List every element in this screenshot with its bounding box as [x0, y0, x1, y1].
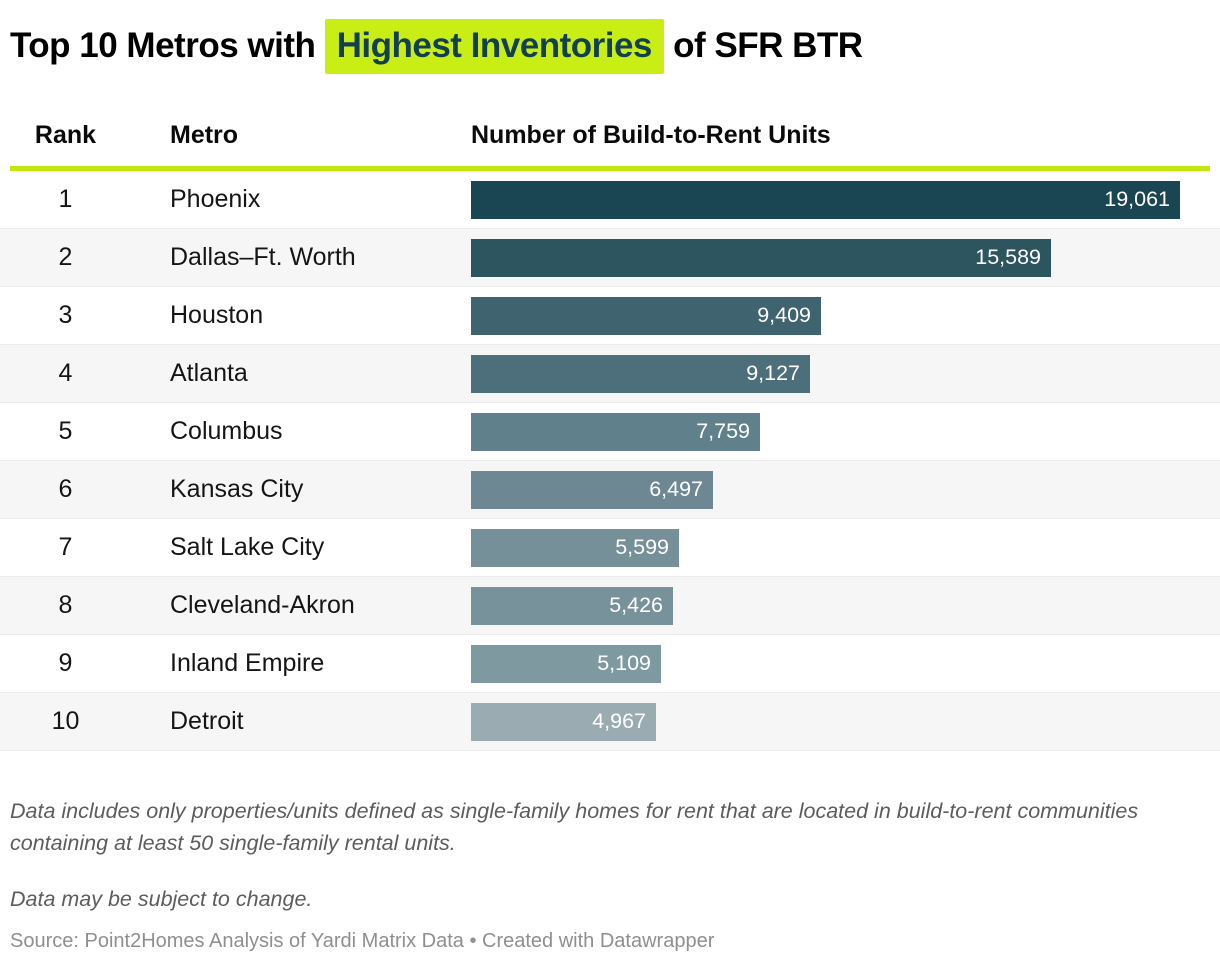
bar: 6,497 — [471, 470, 713, 509]
table-row: 6 Kansas City 6,497 — [0, 460, 1220, 518]
metro-cell: Cleveland-Akron — [170, 591, 355, 619]
metro-cell: Columbus — [170, 417, 283, 445]
table-row: 8 Cleveland-Akron 5,426 — [0, 576, 1220, 634]
table-header-metro: Metro — [170, 121, 239, 149]
metro-cell: Phoenix — [170, 185, 261, 213]
table-row: 1 Phoenix 19,061 — [0, 171, 1220, 228]
rank-cell: 8 — [58, 591, 73, 619]
bar: 4,967 — [471, 702, 656, 741]
table-row: 7 Salt Lake City 5,599 — [0, 518, 1220, 576]
table-row: 9 Inland Empire 5,109 — [0, 634, 1220, 692]
bar: 5,109 — [471, 644, 661, 683]
bar-value-label: 5,599 — [615, 535, 669, 559]
table-body: 1 Phoenix 19,061 2 Dallas–Ft. Worth 15,5… — [0, 171, 1220, 751]
table-row: 5 Columbus 7,759 — [0, 402, 1220, 460]
bar-value-label: 5,426 — [609, 593, 663, 617]
metro-cell: Kansas City — [170, 475, 304, 503]
metro-cell: Detroit — [170, 707, 244, 735]
rank-cell: 10 — [51, 707, 80, 735]
metro-cell: Salt Lake City — [170, 533, 325, 561]
bar-cell: 5,426 — [471, 586, 1220, 625]
chart-title: Top 10 Metros with Highest Inventories o… — [0, 0, 1220, 76]
rank-cell: 6 — [58, 475, 73, 503]
header-divider-line — [10, 166, 1210, 171]
bar-cell: 4,967 — [471, 702, 1220, 741]
table-row: 10 Detroit 4,967 — [0, 692, 1220, 751]
bar-cell: 6,497 — [471, 470, 1220, 509]
bar: 5,599 — [471, 528, 679, 567]
rank-cell: 9 — [58, 649, 73, 677]
bar: 9,127 — [471, 354, 810, 393]
source-line: Source: Point2Homes Analysis of Yardi Ma… — [10, 930, 715, 952]
bar-cell: 9,127 — [471, 354, 1220, 393]
bar: 7,759 — [471, 412, 760, 451]
bar-cell: 19,061 — [471, 180, 1220, 219]
rank-cell: 1 — [58, 185, 73, 213]
bar: 5,426 — [471, 586, 673, 625]
rank-cell: 4 — [58, 359, 73, 387]
note-disclaimer: Data may be subject to change. — [10, 887, 313, 911]
note-definition: Data includes only properties/units defi… — [10, 799, 1139, 855]
table-row: 3 Houston 9,409 — [0, 286, 1220, 344]
bar-value-label: 15,589 — [975, 245, 1041, 269]
bar-value-label: 7,759 — [696, 419, 750, 443]
table-header-row: Rank Metro Number of Build-to-Rent Units — [0, 114, 1220, 150]
rank-cell: 3 — [58, 301, 73, 329]
table-header-rank: Rank — [34, 121, 97, 149]
bar-value-label: 9,409 — [757, 303, 811, 327]
metro-cell: Atlanta — [170, 359, 248, 387]
metro-cell: Houston — [170, 301, 264, 329]
bar: 15,589 — [471, 238, 1051, 277]
bar-value-label: 9,127 — [746, 361, 800, 385]
bar-cell: 9,409 — [471, 296, 1220, 335]
chart-title-suffix: of SFR BTR — [663, 26, 863, 65]
bar: 9,409 — [471, 296, 821, 335]
metro-cell: Inland Empire — [170, 649, 325, 677]
bar-value-label: 6,497 — [649, 477, 703, 501]
bar-cell: 15,589 — [471, 238, 1220, 277]
table-header-units: Number of Build-to-Rent Units — [471, 121, 831, 149]
table-row: 4 Atlanta 9,127 — [0, 344, 1220, 402]
rank-cell: 7 — [58, 533, 73, 561]
rank-cell: 2 — [58, 243, 73, 271]
metro-cell: Dallas–Ft. Worth — [170, 243, 356, 271]
bar: 19,061 — [471, 180, 1180, 219]
chart-notes: Data includes only properties/units defi… — [10, 795, 1210, 915]
bar-value-label: 4,967 — [592, 709, 646, 733]
bar-cell: 5,599 — [471, 528, 1220, 567]
rank-cell: 5 — [58, 417, 73, 445]
bar-value-label: 5,109 — [597, 651, 651, 675]
bar-cell: 7,759 — [471, 412, 1220, 451]
chart-title-prefix: Top 10 Metros with — [10, 26, 325, 65]
bar-cell: 5,109 — [471, 644, 1220, 683]
bar-value-label: 19,061 — [1104, 187, 1170, 211]
chart-title-highlight: Highest Inventories — [324, 19, 664, 74]
table-row: 2 Dallas–Ft. Worth 15,589 — [0, 228, 1220, 286]
